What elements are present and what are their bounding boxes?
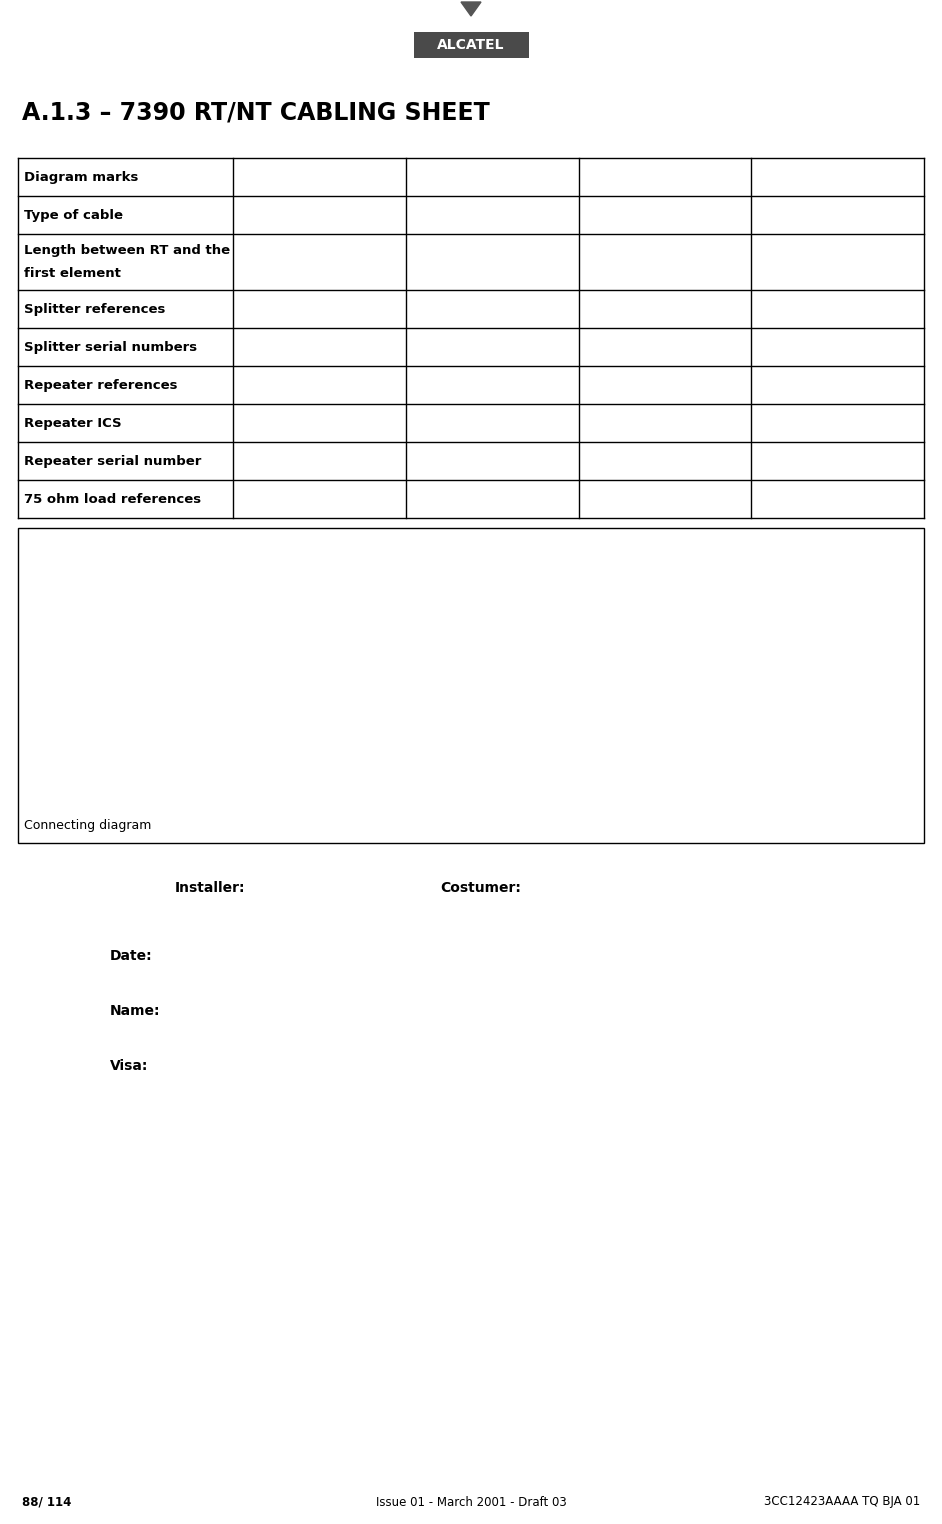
Text: Repeater references: Repeater references [24,378,177,392]
Text: 3CC12423AAAA TQ BJA 01: 3CC12423AAAA TQ BJA 01 [764,1495,920,1509]
Text: Repeater ICS: Repeater ICS [24,416,122,430]
Bar [18,527,924,843]
Text: Diagram marks: Diagram marks [24,171,138,183]
Text: Name:: Name: [110,1004,160,1018]
Text: Visa:: Visa: [110,1059,149,1073]
Text: 88/ 114: 88/ 114 [22,1495,72,1509]
Text: Splitter serial numbers: Splitter serial numbers [24,340,197,354]
Text: first element: first element [24,267,121,280]
Text: Repeater serial number: Repeater serial number [24,454,202,468]
Text: Length between RT and the: Length between RT and the [24,244,230,258]
Bar [414,32,528,58]
Text: Date:: Date: [110,949,153,963]
Text: 75 ohm load references: 75 ohm load references [24,492,202,506]
Text: Type of cable: Type of cable [24,209,123,221]
Text: Splitter references: Splitter references [24,302,166,315]
Text: ALCATEL: ALCATEL [437,38,505,52]
Text: Installer:: Installer: [175,881,246,895]
Text: Issue 01 - March 2001 - Draft 03: Issue 01 - March 2001 - Draft 03 [376,1495,566,1509]
Text: Costumer:: Costumer: [440,881,521,895]
Text: A.1.3 – 7390 RT/NT CABLING SHEET: A.1.3 – 7390 RT/NT CABLING SHEET [22,101,490,123]
Polygon shape [461,2,481,15]
Text: Connecting diagram: Connecting diagram [24,818,152,832]
